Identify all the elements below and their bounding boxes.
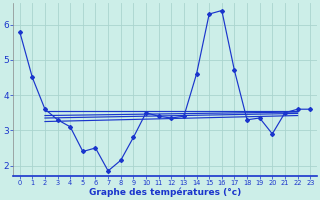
X-axis label: Graphe des températures (°c): Graphe des températures (°c)	[89, 187, 241, 197]
